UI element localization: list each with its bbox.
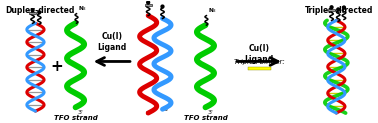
- Text: Cu(I)
Ligand: Cu(I) Ligand: [97, 32, 127, 52]
- Text: Duplex-directed: Duplex-directed: [6, 6, 75, 15]
- Text: 3': 3': [77, 110, 84, 115]
- Circle shape: [330, 6, 333, 9]
- Text: Triplex-directed: Triplex-directed: [305, 6, 373, 15]
- Circle shape: [31, 9, 34, 12]
- Circle shape: [337, 8, 340, 11]
- Circle shape: [342, 6, 345, 9]
- Circle shape: [147, 1, 150, 4]
- Bar: [328, 9, 335, 11]
- Text: 3': 3': [163, 107, 169, 112]
- Bar: [248, 67, 271, 70]
- Text: N$_3$: N$_3$: [78, 4, 87, 13]
- Text: TFO strand: TFO strand: [184, 115, 227, 121]
- Text: 5': 5': [145, 111, 151, 116]
- Bar: [145, 4, 152, 6]
- Text: 3': 3': [208, 110, 213, 115]
- Text: +: +: [50, 59, 63, 74]
- Circle shape: [38, 11, 41, 14]
- Text: Cu(I)
Ligand: Cu(I) Ligand: [244, 44, 274, 64]
- Circle shape: [161, 5, 164, 8]
- Text: N$_3$: N$_3$: [208, 6, 217, 15]
- Text: TFO strand: TFO strand: [54, 115, 98, 121]
- Text: Triplex binder:: Triplex binder:: [234, 59, 284, 65]
- Bar: [29, 12, 36, 14]
